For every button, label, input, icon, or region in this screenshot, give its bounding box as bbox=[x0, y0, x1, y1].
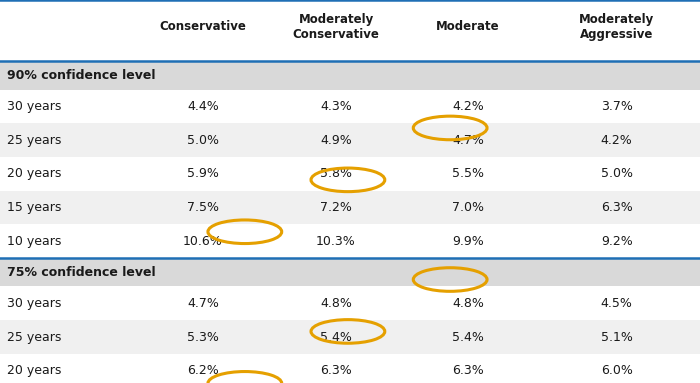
Text: 90% confidence level: 90% confidence level bbox=[7, 69, 155, 82]
Text: 4.8%: 4.8% bbox=[320, 297, 352, 310]
Text: 10.6%: 10.6% bbox=[183, 235, 223, 248]
Text: 3.7%: 3.7% bbox=[601, 100, 633, 113]
Bar bbox=[0, 258, 700, 286]
Text: 30 years: 30 years bbox=[7, 100, 62, 113]
Text: 4.2%: 4.2% bbox=[452, 100, 484, 113]
Text: 75% confidence level: 75% confidence level bbox=[7, 266, 155, 279]
Text: 5.5%: 5.5% bbox=[452, 167, 484, 180]
Text: Moderately
Conservative: Moderately Conservative bbox=[293, 13, 379, 41]
Text: 5.1%: 5.1% bbox=[601, 331, 633, 344]
Text: 4.9%: 4.9% bbox=[320, 134, 352, 147]
Bar bbox=[0, 320, 700, 354]
Text: 6.3%: 6.3% bbox=[452, 364, 484, 377]
Text: 7.5%: 7.5% bbox=[187, 201, 219, 214]
Text: 4.7%: 4.7% bbox=[187, 297, 219, 310]
Text: 10.3%: 10.3% bbox=[316, 235, 356, 248]
Text: 5.3%: 5.3% bbox=[187, 331, 219, 344]
Bar bbox=[0, 191, 700, 224]
Bar bbox=[0, 90, 700, 123]
Text: 5.4%: 5.4% bbox=[320, 331, 352, 344]
Text: 4.4%: 4.4% bbox=[187, 100, 219, 113]
Text: 4.2%: 4.2% bbox=[601, 134, 633, 147]
Text: 6.2%: 6.2% bbox=[187, 364, 219, 377]
Text: 5.0%: 5.0% bbox=[187, 134, 219, 147]
Text: 6.3%: 6.3% bbox=[601, 201, 633, 214]
Bar bbox=[0, 286, 700, 320]
Bar bbox=[0, 157, 700, 191]
Text: 15 years: 15 years bbox=[7, 201, 62, 214]
Bar bbox=[0, 123, 700, 157]
Text: 9.2%: 9.2% bbox=[601, 235, 633, 248]
Text: 30 years: 30 years bbox=[7, 297, 62, 310]
Text: 25 years: 25 years bbox=[7, 134, 62, 147]
Text: 10 years: 10 years bbox=[7, 235, 62, 248]
Text: 5.8%: 5.8% bbox=[320, 167, 352, 180]
Text: Conservative: Conservative bbox=[160, 20, 246, 33]
Text: Moderately
Aggressive: Moderately Aggressive bbox=[579, 13, 654, 41]
Text: Moderate: Moderate bbox=[436, 20, 500, 33]
Text: 6.3%: 6.3% bbox=[320, 364, 352, 377]
Bar bbox=[0, 61, 700, 90]
Text: 5.0%: 5.0% bbox=[601, 167, 633, 180]
Text: 7.0%: 7.0% bbox=[452, 201, 484, 214]
Text: 20 years: 20 years bbox=[7, 167, 62, 180]
Text: 4.7%: 4.7% bbox=[452, 134, 484, 147]
Text: 25 years: 25 years bbox=[7, 331, 62, 344]
Text: 9.9%: 9.9% bbox=[452, 235, 484, 248]
Text: 6.0%: 6.0% bbox=[601, 364, 633, 377]
Text: 4.3%: 4.3% bbox=[320, 100, 352, 113]
Bar bbox=[0, 224, 700, 258]
Text: 7.2%: 7.2% bbox=[320, 201, 352, 214]
Text: 4.5%: 4.5% bbox=[601, 297, 633, 310]
Bar bbox=[0, 0, 700, 61]
Bar bbox=[0, 354, 700, 383]
Text: 4.8%: 4.8% bbox=[452, 297, 484, 310]
Text: 5.9%: 5.9% bbox=[187, 167, 219, 180]
Text: 5.4%: 5.4% bbox=[452, 331, 484, 344]
Text: 20 years: 20 years bbox=[7, 364, 62, 377]
